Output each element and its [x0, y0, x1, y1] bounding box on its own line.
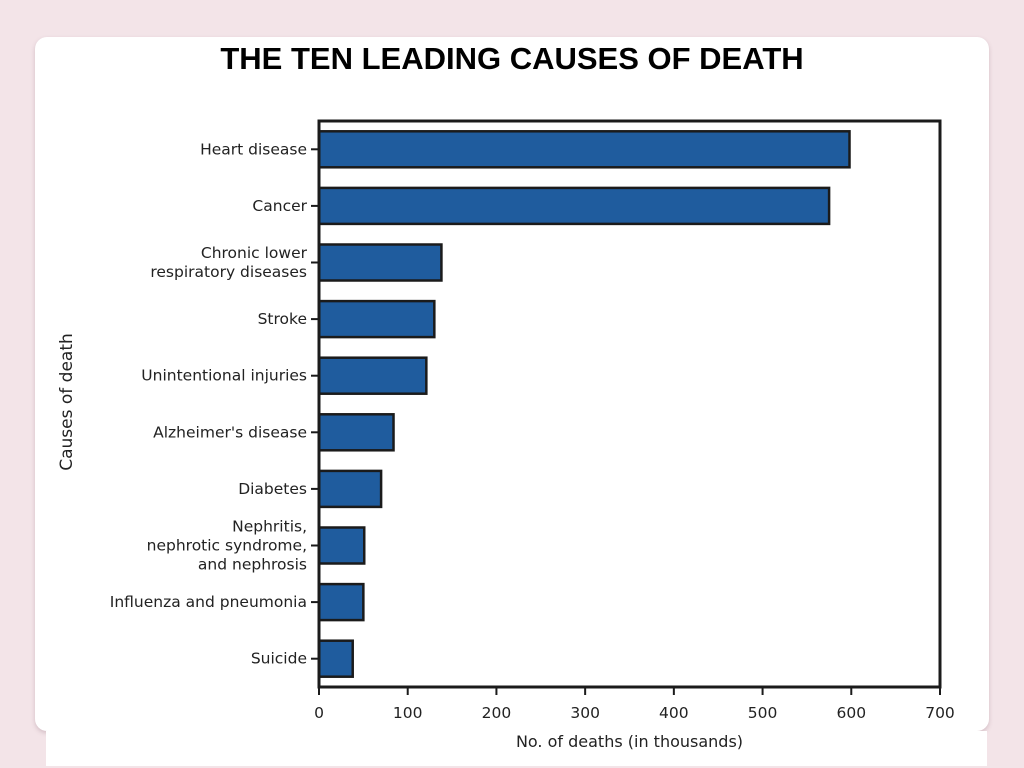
bar — [317, 243, 443, 282]
y-tick-label: Influenza and pneumonia — [110, 593, 307, 611]
slide-card-footer — [46, 731, 987, 766]
slide-title: THE TEN LEADING CAUSES OF DEATH — [220, 41, 804, 76]
x-tick-label: 700 — [925, 704, 955, 722]
y-tick-label: Chronic lower respiratory diseases — [150, 244, 307, 281]
bars-layer — [317, 130, 851, 678]
y-tick-label: Diabetes — [238, 480, 307, 498]
y-tick-label: Nephritis, nephrotic syndrome, and nephros… — [147, 518, 307, 574]
x-tick-label: 200 — [482, 704, 512, 722]
y-tick-label: Suicide — [251, 650, 307, 668]
plot-frame — [317, 119, 942, 689]
x-ticks-layer: 0 100 200 300 400 500 600 700 — [314, 687, 955, 722]
x-tick-label: 600 — [836, 704, 866, 722]
bar — [317, 469, 383, 509]
y-tick-label: Heart disease — [200, 140, 307, 158]
bar — [317, 299, 436, 339]
bar — [317, 639, 354, 678]
y-tick-label: Alzheimer's disease — [153, 423, 307, 441]
x-tick-label: 0 — [314, 704, 324, 722]
bar — [317, 413, 395, 452]
x-axis-label: No. of deaths (in thousands) — [516, 732, 743, 751]
x-tick-label: 500 — [748, 704, 778, 722]
y-tick-label: Cancer — [252, 197, 307, 215]
y-tick-label: Stroke — [258, 310, 307, 328]
bar — [317, 130, 851, 169]
y-ticks-layer: Heart disease Cancer Chronic lower respirat… — [110, 140, 319, 668]
x-tick-label: 300 — [570, 704, 600, 722]
bar — [317, 186, 831, 226]
y-axis-label: Causes of death — [57, 333, 77, 471]
bar — [317, 526, 366, 565]
x-tick-label: 400 — [659, 704, 689, 722]
bar — [317, 582, 365, 622]
bar — [317, 356, 428, 395]
x-tick-label: 100 — [393, 704, 423, 722]
y-tick-label: Unintentional injuries — [141, 367, 307, 385]
